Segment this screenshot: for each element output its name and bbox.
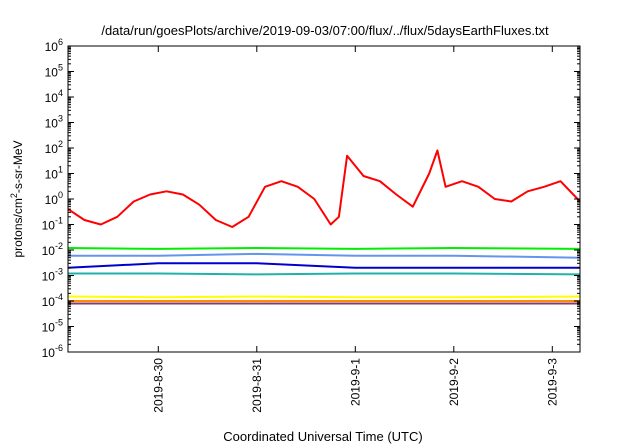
y-tick-base: 10 [45, 117, 59, 131]
y-tick-base: 10 [42, 346, 56, 360]
y-tick-exponent: 2 [58, 139, 63, 149]
y-tick-base: 10 [45, 142, 59, 156]
y-tick-label: 100 [45, 190, 63, 207]
y-tick-label: 10-5 [42, 318, 63, 335]
y-tick-exponent: 5 [58, 63, 63, 73]
y-tick-base: 10 [45, 40, 59, 54]
y-tick-base: 10 [42, 295, 56, 309]
y-tick-base: 10 [42, 321, 56, 335]
y-tick-exponent: -2 [55, 241, 63, 251]
y-tick-base: 10 [45, 193, 59, 207]
plot-series [67, 149, 581, 305]
x-axis-label: Coordinated Universal Time (UTC) [223, 429, 422, 444]
x-tick-label: 2019-9-2 [447, 358, 461, 406]
y-tick-exponent: -5 [55, 318, 63, 328]
series-line-2 [68, 252, 581, 259]
chart-title: /data/run/goesPlots/archive/2019-09-03/0… [101, 23, 549, 38]
x-axis: 2019-8-30 2019-8-31 2019-9-1 2019-9-2 2019-9… [151, 46, 559, 413]
y-tick-label: 103 [45, 114, 63, 131]
y-tick-label: 10-3 [42, 267, 63, 284]
y-tick-label: 101 [45, 165, 63, 182]
y-tick-label: 106 [45, 37, 63, 54]
y-tick-label: 104 [45, 88, 63, 105]
y-axis-label-unit: -s-sr-MeV [11, 140, 25, 193]
y-axis-label: protons/cm2-s-sr-MeV [9, 140, 25, 257]
series-line-4 [68, 272, 581, 276]
y-tick-exponent: 4 [58, 88, 63, 98]
series-line-5 [67, 295, 581, 299]
y-tick-label: 10-2 [42, 241, 63, 258]
y-tick-base: 10 [45, 91, 59, 105]
series-line-1 [67, 247, 581, 250]
y-tick-label: 10-6 [42, 343, 63, 360]
y-tick-label: 105 [45, 63, 63, 80]
y-axis-label-main: protons/cm [11, 198, 25, 257]
y-tick-label: 102 [45, 139, 63, 156]
y-tick-exponent: 0 [58, 190, 63, 200]
x-tick-label: 2019-9-1 [348, 358, 362, 406]
plot-frame [67, 45, 581, 353]
y-tick-base: 10 [42, 244, 56, 258]
x-tick-label: 2019-9-3 [545, 358, 559, 406]
series-line-0 [67, 149, 581, 228]
y-tick-label: 10-4 [42, 292, 63, 309]
y-tick-base: 10 [42, 270, 56, 284]
y-tick-base: 10 [45, 168, 59, 182]
y-tick-exponent: -4 [55, 292, 63, 302]
y-tick-exponent: 3 [58, 114, 63, 124]
y-tick-exponent: 6 [58, 37, 63, 47]
y-tick-base: 10 [42, 219, 56, 233]
x-tick-label: 2019-8-30 [151, 358, 165, 413]
y-axis-label-exponent: 2 [9, 193, 19, 198]
y-axis: 10-610-510-410-310-210-11001011021031041… [42, 37, 580, 360]
y-tick-base: 10 [45, 66, 59, 80]
y-tick-label: 10-1 [42, 216, 63, 233]
y-tick-exponent: -3 [55, 267, 63, 277]
y-tick-exponent: -1 [55, 216, 63, 226]
y-tick-exponent: 1 [58, 165, 63, 175]
y-tick-exponent: -6 [55, 343, 63, 353]
x-tick-label: 2019-8-31 [250, 358, 264, 413]
series-line-3 [67, 262, 580, 269]
